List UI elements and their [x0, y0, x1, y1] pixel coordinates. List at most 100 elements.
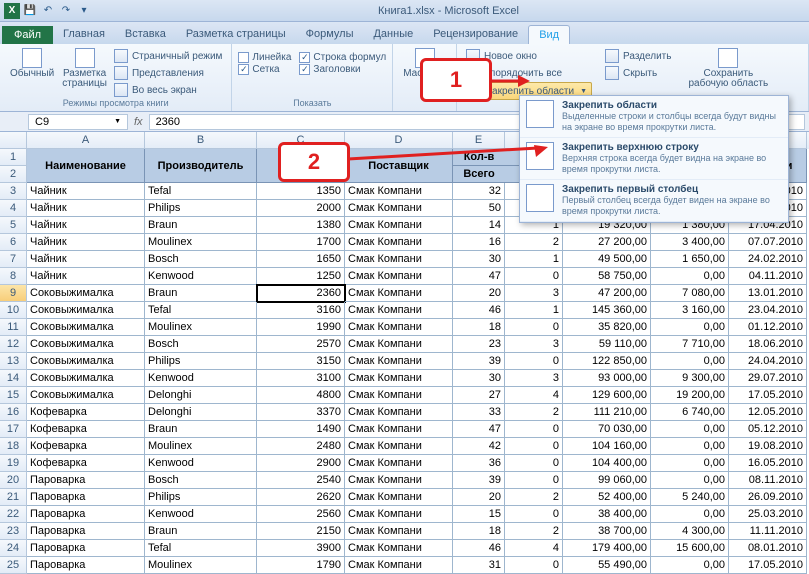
cell[interactable]: Соковыжималка: [27, 370, 145, 387]
cell[interactable]: Соковыжималка: [27, 285, 145, 302]
cell[interactable]: 2620: [257, 489, 345, 506]
row-header[interactable]: 24: [0, 540, 27, 557]
cell[interactable]: 46: [453, 540, 505, 557]
cell[interactable]: Смак Компани: [345, 404, 453, 421]
row-header[interactable]: 19: [0, 455, 27, 472]
cell[interactable]: Соковыжималка: [27, 302, 145, 319]
cell[interactable]: 33: [453, 404, 505, 421]
row-header[interactable]: 23: [0, 523, 27, 540]
cell[interactable]: 23.04.2010: [729, 302, 807, 319]
cell[interactable]: Moulinex: [145, 438, 257, 455]
cell[interactable]: 36: [453, 455, 505, 472]
cell[interactable]: 32: [453, 183, 505, 200]
cell[interactable]: Смак Компани: [345, 268, 453, 285]
row-header[interactable]: 22: [0, 506, 27, 523]
cell[interactable]: 20: [453, 489, 505, 506]
cell[interactable]: Смак Компани: [345, 336, 453, 353]
row-header[interactable]: 14: [0, 370, 27, 387]
cell[interactable]: Чайник: [27, 200, 145, 217]
cell[interactable]: Чайник: [27, 251, 145, 268]
cell[interactable]: 19 200,00: [651, 387, 729, 404]
cell[interactable]: Пароварка: [27, 489, 145, 506]
cell[interactable]: 42: [453, 438, 505, 455]
page-break-button[interactable]: Страничный режим: [111, 48, 225, 64]
cell[interactable]: 2000: [257, 200, 345, 217]
cell[interactable]: 1790: [257, 557, 345, 574]
cell[interactable]: 2: [505, 234, 563, 251]
cell[interactable]: Чайник: [27, 234, 145, 251]
cell[interactable]: 58 750,00: [563, 268, 651, 285]
qat-dropdown-icon[interactable]: ▾: [76, 3, 92, 19]
cell[interactable]: 0: [505, 438, 563, 455]
cell[interactable]: 0,00: [651, 472, 729, 489]
freeze-panes-item[interactable]: Закрепить области Выделенные строки и ст…: [520, 96, 788, 138]
cell[interactable]: 0: [505, 506, 563, 523]
cell[interactable]: 1: [505, 251, 563, 268]
cell[interactable]: 4800: [257, 387, 345, 404]
cell[interactable]: 0: [505, 421, 563, 438]
cell[interactable]: Смак Компани: [345, 472, 453, 489]
cell[interactable]: 18: [453, 319, 505, 336]
cell[interactable]: Кофеварка: [27, 438, 145, 455]
normal-view-button[interactable]: Обычный: [6, 46, 58, 98]
row-header[interactable]: 10: [0, 302, 27, 319]
redo-icon[interactable]: ↷: [58, 3, 74, 19]
cell[interactable]: 07.07.2010: [729, 234, 807, 251]
cell[interactable]: 27 200,00: [563, 234, 651, 251]
cell[interactable]: Braun: [145, 523, 257, 540]
cell[interactable]: Смак Компани: [345, 421, 453, 438]
row-header[interactable]: 5: [0, 217, 27, 234]
formulabar-checkbox[interactable]: ✓Строка формул: [299, 52, 386, 63]
cell[interactable]: 122 850,00: [563, 353, 651, 370]
page-layout-button[interactable]: Разметка страницы: [58, 46, 111, 98]
select-all-corner[interactable]: [0, 132, 27, 149]
cell[interactable]: Kenwood: [145, 370, 257, 387]
cell[interactable]: Соковыжималка: [27, 319, 145, 336]
cell[interactable]: 3160: [257, 302, 345, 319]
cell[interactable]: Philips: [145, 353, 257, 370]
row-header[interactable]: 2: [0, 166, 27, 183]
cell[interactable]: Смак Компани: [345, 200, 453, 217]
fullscreen-button[interactable]: Во весь экран: [111, 82, 225, 98]
gridlines-checkbox[interactable]: ✓Сетка: [238, 64, 291, 75]
cell[interactable]: 55 490,00: [563, 557, 651, 574]
cell[interactable]: 7 710,00: [651, 336, 729, 353]
cell[interactable]: 93 000,00: [563, 370, 651, 387]
row-header[interactable]: 21: [0, 489, 27, 506]
cell[interactable]: 18: [453, 523, 505, 540]
cell[interactable]: Пароварка: [27, 506, 145, 523]
cell[interactable]: 15 600,00: [651, 540, 729, 557]
cell[interactable]: Tefal: [145, 302, 257, 319]
cell[interactable]: Moulinex: [145, 319, 257, 336]
ruler-checkbox[interactable]: Линейка: [238, 52, 291, 63]
headings-checkbox[interactable]: ✓Заголовки: [299, 64, 386, 75]
cell[interactable]: Tefal: [145, 183, 257, 200]
cell[interactable]: Kenwood: [145, 455, 257, 472]
cell[interactable]: 31: [453, 557, 505, 574]
undo-icon[interactable]: ↶: [40, 3, 56, 19]
cell[interactable]: 26.09.2010: [729, 489, 807, 506]
cell[interactable]: 0,00: [651, 455, 729, 472]
cell[interactable]: 0,00: [651, 353, 729, 370]
cell[interactable]: 17.05.2010: [729, 557, 807, 574]
cell[interactable]: Смак Компани: [345, 319, 453, 336]
cell[interactable]: 01.12.2010: [729, 319, 807, 336]
cell[interactable]: 30: [453, 251, 505, 268]
cell[interactable]: Пароварка: [27, 540, 145, 557]
cell[interactable]: 15: [453, 506, 505, 523]
cell[interactable]: 24.02.2010: [729, 251, 807, 268]
cell[interactable]: 3 400,00: [651, 234, 729, 251]
cell[interactable]: Кофеварка: [27, 404, 145, 421]
cell[interactable]: 18.06.2010: [729, 336, 807, 353]
cell[interactable]: Пароварка: [27, 472, 145, 489]
cell[interactable]: Bosch: [145, 472, 257, 489]
ribbon-tab[interactable]: Главная: [53, 25, 115, 44]
ribbon-tab[interactable]: Формулы: [296, 25, 364, 44]
cell[interactable]: Смак Компани: [345, 557, 453, 574]
row-header[interactable]: 18: [0, 438, 27, 455]
cell[interactable]: 13.01.2010: [729, 285, 807, 302]
cell[interactable]: 9 300,00: [651, 370, 729, 387]
cell[interactable]: 0,00: [651, 421, 729, 438]
cell[interactable]: 70 030,00: [563, 421, 651, 438]
save-workspace-button[interactable]: Сохранить рабочую область: [684, 46, 772, 100]
